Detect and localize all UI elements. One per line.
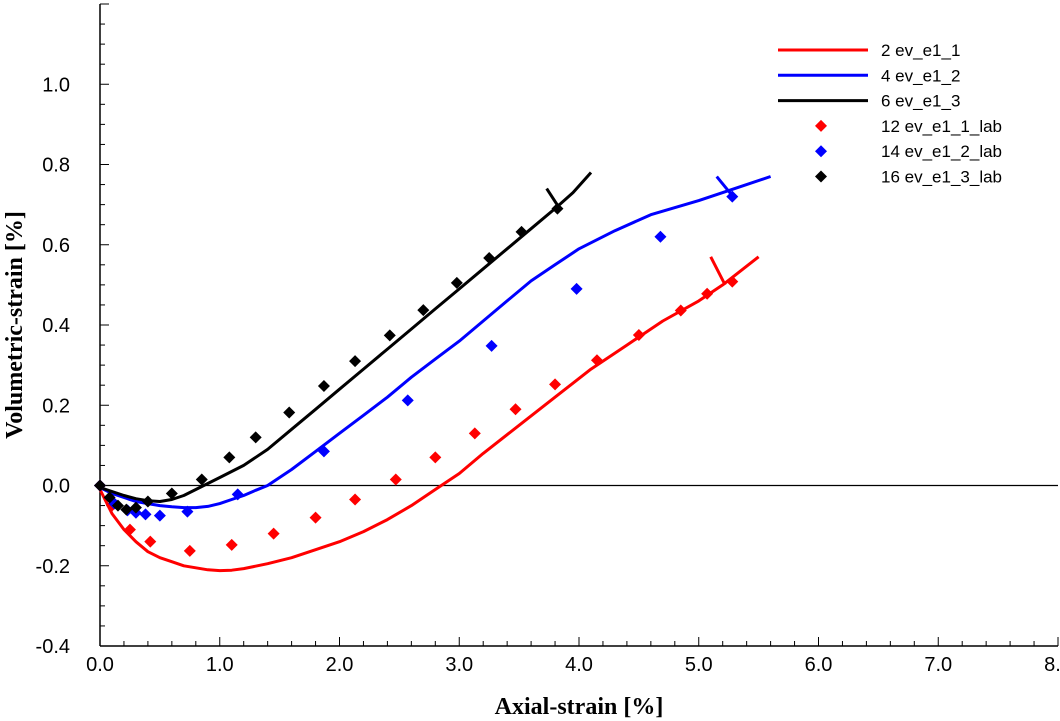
y-tick-label: 0.0 bbox=[42, 476, 70, 498]
x-tick-label: 1.0 bbox=[206, 654, 234, 676]
data-point-5 bbox=[181, 505, 194, 518]
data-point-4 bbox=[267, 527, 280, 540]
data-point-6 bbox=[317, 379, 330, 392]
data-point-6 bbox=[349, 355, 362, 368]
data-point-4 bbox=[349, 493, 362, 506]
data-point-5 bbox=[654, 230, 667, 243]
data-point-5 bbox=[153, 509, 166, 522]
x-tick-label: 3.0 bbox=[445, 654, 473, 676]
data-point-4 bbox=[549, 378, 562, 391]
x-tick-label: 4.0 bbox=[565, 654, 593, 676]
legend-label: 4 ev_e1_2 bbox=[881, 66, 960, 85]
data-point-4 bbox=[590, 354, 603, 367]
data-point-5 bbox=[317, 445, 330, 458]
data-point-4 bbox=[468, 427, 481, 440]
data-point-4 bbox=[389, 473, 402, 486]
data-point-6 bbox=[223, 451, 236, 464]
x-tick-label: 8.0 bbox=[1044, 654, 1060, 676]
data-point-6 bbox=[195, 473, 208, 486]
data-point-4 bbox=[632, 329, 645, 342]
series-line-2 bbox=[99, 175, 772, 510]
data-point-4 bbox=[144, 535, 157, 548]
data-point-5 bbox=[139, 508, 152, 521]
legend-label: 2 ev_e1_1 bbox=[881, 41, 960, 60]
data-point-5 bbox=[231, 488, 244, 501]
legend-label: 16 ev_e1_3_lab bbox=[881, 168, 1002, 187]
data-point-5 bbox=[485, 339, 498, 352]
data-point-4 bbox=[429, 451, 442, 464]
legend-point-swatch bbox=[815, 145, 827, 158]
x-tick-label: 5.0 bbox=[685, 654, 713, 676]
data-point-6 bbox=[103, 491, 116, 504]
y-tick-label: -0.4 bbox=[36, 636, 70, 658]
series-end-mark-1 bbox=[709, 256, 727, 286]
tick-labels: 0.0 1.0 2.0 3.0 4.0 5.0 6.0 7.0 8.0 -0.4 -0.2 0.0 0.… bbox=[36, 74, 1060, 676]
x-tick-label: 6.0 bbox=[805, 654, 833, 676]
data-point-4 bbox=[225, 538, 238, 551]
data-point-6 bbox=[111, 499, 124, 512]
data-point-6 bbox=[120, 503, 133, 516]
legend-point-swatch bbox=[815, 119, 827, 132]
data-point-4 bbox=[183, 544, 196, 557]
data-point-6 bbox=[417, 304, 430, 317]
series-line-1 bbox=[98, 255, 760, 573]
y-tick-label: -0.2 bbox=[36, 556, 70, 578]
data-point-6 bbox=[283, 406, 296, 419]
data-point-4 bbox=[701, 287, 714, 300]
legend: 2 ev_e1_1 4 ev_e1_2 6 ev_e1_3 12 ev_e1_1_la… bbox=[778, 41, 1002, 187]
data-point-5 bbox=[726, 190, 739, 203]
data-point-4 bbox=[726, 275, 739, 288]
legend-label: 14 ev_e1_2_lab bbox=[881, 142, 1002, 161]
x-tick-label: 2.0 bbox=[326, 654, 354, 676]
data-point-6 bbox=[129, 501, 142, 514]
data-point-6 bbox=[94, 479, 106, 492]
legend-point-swatch bbox=[815, 170, 827, 183]
x-axis-title: Axial-strain [%] bbox=[495, 694, 664, 720]
y-tick-label: 1.0 bbox=[42, 74, 70, 96]
data-point-6 bbox=[551, 202, 564, 215]
y-tick-label: 0.4 bbox=[42, 315, 70, 337]
legend-label: 6 ev_e1_3 bbox=[881, 92, 960, 111]
series-lines bbox=[98, 171, 772, 573]
data-point-6 bbox=[249, 431, 262, 444]
data-point-6 bbox=[483, 251, 496, 264]
data-point-5 bbox=[401, 394, 414, 407]
tick-marks bbox=[99, 3, 1059, 647]
data-point-4 bbox=[509, 403, 522, 416]
y-tick-label: 0.2 bbox=[42, 395, 70, 417]
data-point-6 bbox=[383, 329, 396, 342]
y-axis-title: Volumetric-strain [%] bbox=[2, 211, 28, 439]
data-point-4 bbox=[123, 523, 136, 536]
series-line-3 bbox=[99, 171, 593, 503]
data-point-4 bbox=[674, 304, 687, 317]
data-point-6 bbox=[141, 495, 154, 508]
data-point-6 bbox=[450, 276, 463, 289]
data-point-5 bbox=[570, 282, 583, 295]
series-points bbox=[94, 190, 739, 557]
data-point-6 bbox=[165, 487, 178, 500]
data-point-4 bbox=[309, 511, 322, 524]
data-point-6 bbox=[515, 225, 528, 238]
y-tick-label: 0.8 bbox=[42, 155, 70, 177]
x-tick-label: 7.0 bbox=[924, 654, 952, 676]
x-tick-label: 0.0 bbox=[86, 654, 114, 676]
legend-label: 12 ev_e1_1_lab bbox=[881, 117, 1002, 136]
y-tick-label: 0.6 bbox=[42, 235, 70, 257]
